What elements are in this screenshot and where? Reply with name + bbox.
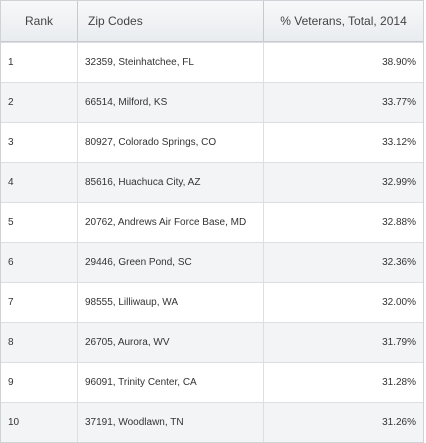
veterans-percent-cell: 33.12% (263, 123, 423, 162)
table-header: Rank Zip Codes % Veterans, Total, 2014 (1, 0, 423, 42)
zip-code-cell: 26705, Aurora, WV (77, 323, 263, 362)
zip-code-cell: 32359, Steinhatchee, FL (77, 43, 263, 82)
rank-cell: 6 (8, 257, 14, 268)
rank-cell: 8 (8, 337, 14, 348)
table-row: 10 37191, Woodlawn, TN 31.26% (1, 402, 423, 442)
table-row: 2 66514, Milford, KS 33.77% (1, 82, 423, 122)
header-rank[interactable]: Rank (24, 14, 53, 28)
veterans-percent-cell: 31.28% (263, 363, 423, 402)
veterans-percent-cell: 33.77% (263, 83, 423, 122)
table-row: 5 20762, Andrews Air Force Base, MD 32.8… (1, 202, 423, 242)
veterans-percent-cell: 32.00% (263, 283, 423, 322)
rank-cell: 1 (8, 57, 14, 68)
rank-cell: 7 (8, 297, 14, 308)
veterans-percent-cell: 32.36% (263, 243, 423, 282)
rank-cell: 3 (8, 137, 14, 148)
header-veterans-percent[interactable]: % Veterans, Total, 2014 (263, 1, 423, 41)
table-row: 7 98555, Lilliwaup, WA 32.00% (1, 282, 423, 322)
table-row: 1 32359, Steinhatchee, FL 38.90% (1, 42, 423, 82)
zip-code-cell: 29446, Green Pond, SC (77, 243, 263, 282)
veterans-percent-cell: 32.88% (263, 203, 423, 242)
table-row: 9 96091, Trinity Center, CA 31.28% (1, 362, 423, 402)
veterans-percent-cell: 32.99% (263, 163, 423, 202)
rank-cell: 4 (8, 177, 14, 188)
zip-code-cell: 98555, Lilliwaup, WA (77, 283, 263, 322)
table-row: 6 29446, Green Pond, SC 32.36% (1, 242, 423, 282)
rank-cell: 2 (8, 97, 14, 108)
rank-cell: 10 (8, 417, 20, 428)
zip-code-cell: 96091, Trinity Center, CA (77, 363, 263, 402)
zip-code-cell: 80927, Colorado Springs, CO (77, 123, 263, 162)
zip-code-cell: 66514, Milford, KS (77, 83, 263, 122)
rank-cell: 9 (8, 377, 14, 388)
table-row: 8 26705, Aurora, WV 31.79% (1, 322, 423, 362)
veterans-percent-cell: 31.79% (263, 323, 423, 362)
zip-code-cell: 20762, Andrews Air Force Base, MD (77, 203, 263, 242)
rank-cell: 5 (8, 217, 14, 228)
zip-code-cell: 85616, Huachuca City, AZ (77, 163, 263, 202)
veterans-percent-cell: 38.90% (263, 43, 423, 82)
header-zip-codes[interactable]: Zip Codes (77, 1, 263, 41)
zip-code-cell: 37191, Woodlawn, TN (77, 403, 263, 442)
table-row: 4 85616, Huachuca City, AZ 32.99% (1, 162, 423, 202)
veterans-percent-cell: 31.26% (263, 403, 423, 442)
table-row: 3 80927, Colorado Springs, CO 33.12% (1, 122, 423, 162)
